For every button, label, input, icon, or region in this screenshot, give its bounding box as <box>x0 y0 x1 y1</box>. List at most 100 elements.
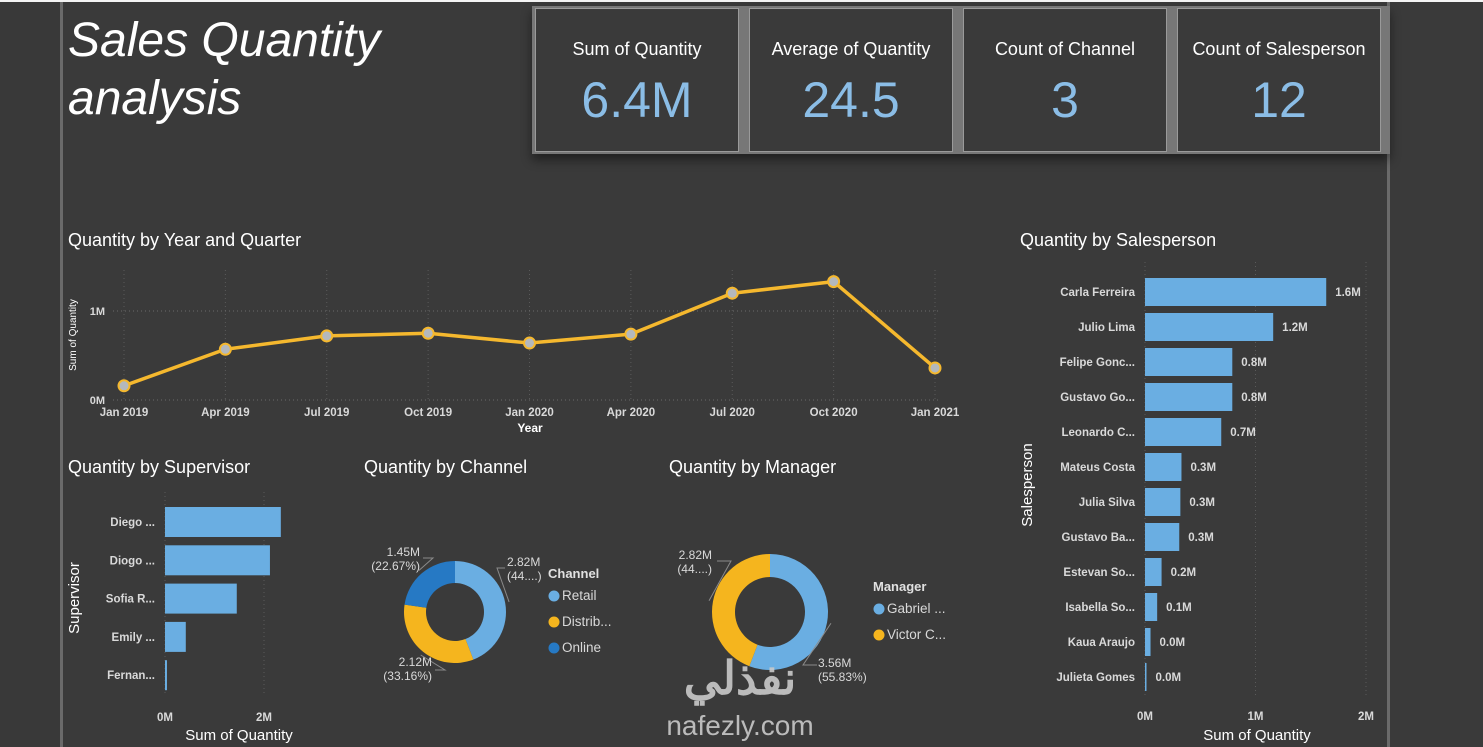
legend-label[interactable]: Victor C... <box>887 627 946 642</box>
kpi-strip: Sum of Quantity 6.4M Average of Quantity… <box>532 6 1390 154</box>
data-label: 2.82M <box>507 555 540 569</box>
data-point[interactable] <box>624 327 638 341</box>
data-point[interactable] <box>827 275 841 289</box>
legend-label[interactable]: Online <box>562 640 601 655</box>
kpi-value: 12 <box>1251 72 1307 128</box>
category-label: Julia Silva <box>1079 497 1136 509</box>
x-axis-title: Sum of Quantity <box>185 727 293 744</box>
x-tick-label: Apr 2020 <box>607 407 656 419</box>
kpi-label: Count of Channel <box>994 39 1136 59</box>
legend-label[interactable]: Distrib... <box>562 614 612 629</box>
data-point[interactable] <box>218 342 232 356</box>
data-label: 0.3M <box>1189 497 1215 509</box>
legend-marker[interactable] <box>873 629 885 641</box>
data-label: 3.56M <box>818 656 851 670</box>
donut-slice[interactable] <box>455 561 506 660</box>
kpi-value: 6.4M <box>581 72 693 128</box>
bar[interactable] <box>1145 558 1162 586</box>
supervisor-bar-chart[interactable]: 0M 2M Diego ... Diogo ... Sofia R... Emily ..… <box>66 492 293 744</box>
category-label: Sofia R... <box>106 594 155 606</box>
kpi-card-count-salesperson[interactable]: Count of Salesperson 12 <box>1177 8 1381 152</box>
bar[interactable] <box>165 583 237 614</box>
category-label: Felipe Gonc... <box>1060 357 1135 369</box>
bar[interactable] <box>1145 348 1233 376</box>
category-label: Gustavo Go... <box>1060 392 1135 404</box>
donut-slice[interactable] <box>712 554 770 667</box>
category-label: Mateus Costa <box>1060 462 1135 474</box>
category-label: Carla Ferreira <box>1060 287 1135 299</box>
bar[interactable] <box>1145 523 1180 551</box>
bar[interactable] <box>165 545 270 576</box>
channel-donut-chart[interactable]: 2.82M(44....) 2.12M(33.16%) 1.45M(22.67%) C… <box>371 545 611 683</box>
bar[interactable] <box>1145 488 1181 516</box>
bar[interactable] <box>165 621 186 652</box>
donut-slice[interactable] <box>404 561 455 608</box>
data-point[interactable] <box>320 329 334 343</box>
data-label: 1.2M <box>1282 322 1308 334</box>
donut-slice[interactable] <box>404 604 474 663</box>
x-tick-label: 2M <box>1358 711 1374 723</box>
data-label: 0.0M <box>1160 637 1186 649</box>
data-label: 1.6M <box>1335 287 1361 299</box>
legend-marker[interactable] <box>873 603 885 615</box>
outer-margin-right <box>1390 2 1483 747</box>
legend-marker[interactable] <box>548 590 560 602</box>
data-label: 2.12M <box>399 655 432 669</box>
bar[interactable] <box>1145 383 1233 411</box>
legend-marker[interactable] <box>548 642 560 654</box>
salesperson-chart-title: Quantity by Salesperson <box>1020 230 1217 250</box>
kpi-label: Sum of Quantity <box>572 39 702 59</box>
data-label: 0.1M <box>1166 602 1192 614</box>
bar[interactable] <box>1145 593 1158 621</box>
leader-line <box>802 622 832 666</box>
x-tick-label: 0M <box>157 712 173 724</box>
bar[interactable] <box>1145 418 1222 446</box>
data-label-percent: (44....) <box>507 569 542 583</box>
bar[interactable] <box>1145 453 1182 481</box>
line-chart[interactable]: 0M 1M Jan 2019 Apr 2019 Jul 2019 Oct 2019 Jan … <box>68 270 960 435</box>
kpi-card-count-channel[interactable]: Count of Channel 3 <box>963 8 1167 152</box>
category-label: Isabella So... <box>1065 602 1135 614</box>
data-label: 2.82M <box>679 548 712 562</box>
legend-label[interactable]: Retail <box>562 588 597 603</box>
bar[interactable] <box>165 660 167 691</box>
y-axis-title: Supervisor <box>66 562 83 634</box>
top-strip <box>0 0 1483 2</box>
kpi-value: 24.5 <box>802 72 900 128</box>
data-label: 0.7M <box>1230 427 1256 439</box>
data-label-percent: (22.67%) <box>371 559 420 573</box>
data-point[interactable] <box>928 361 942 375</box>
category-label: Emily ... <box>112 632 155 644</box>
data-point[interactable] <box>523 336 536 350</box>
leader-line <box>708 560 732 602</box>
legend-label[interactable]: Gabriel ... <box>887 601 946 616</box>
x-tick-label: Jan 2019 <box>100 407 149 419</box>
kpi-card-sum-quantity[interactable]: Sum of Quantity 6.4M <box>535 8 739 152</box>
outer-margin-left <box>0 2 60 747</box>
leader-line <box>496 567 510 603</box>
bar[interactable] <box>165 507 281 537</box>
legend-marker[interactable] <box>548 616 560 628</box>
x-tick-label: 0M <box>1137 711 1153 723</box>
data-label: 0.0M <box>1156 672 1182 684</box>
data-point[interactable] <box>725 286 739 300</box>
category-label: Diego ... <box>110 517 155 529</box>
bar[interactable] <box>1145 628 1151 656</box>
x-tick-label: Jan 2020 <box>505 407 554 419</box>
supervisor-chart-title: Quantity by Supervisor <box>68 457 251 477</box>
manager-donut-chart[interactable]: 3.56M(55.83%) 2.82M(44....) Manager Gabriel… <box>677 548 946 684</box>
data-label: 1.45M <box>387 545 420 559</box>
data-point[interactable] <box>421 326 435 340</box>
data-label-percent: (33.16%) <box>383 669 432 683</box>
kpi-card-average-quantity[interactable]: Average of Quantity 24.5 <box>749 8 953 152</box>
salesperson-bar-chart[interactable]: 0M 1M 2M Carla Ferreira 1.6M Julio Lima 1.2M Fe… <box>1019 262 1374 744</box>
category-label: Julieta Gomes <box>1056 672 1135 684</box>
donut-slice[interactable] <box>749 554 829 671</box>
data-label: 0.2M <box>1171 567 1197 579</box>
bar[interactable] <box>1145 663 1147 691</box>
bar[interactable] <box>1145 313 1274 341</box>
data-point[interactable] <box>117 379 131 393</box>
x-tick-label: 2M <box>256 712 272 724</box>
bar[interactable] <box>1145 278 1327 306</box>
